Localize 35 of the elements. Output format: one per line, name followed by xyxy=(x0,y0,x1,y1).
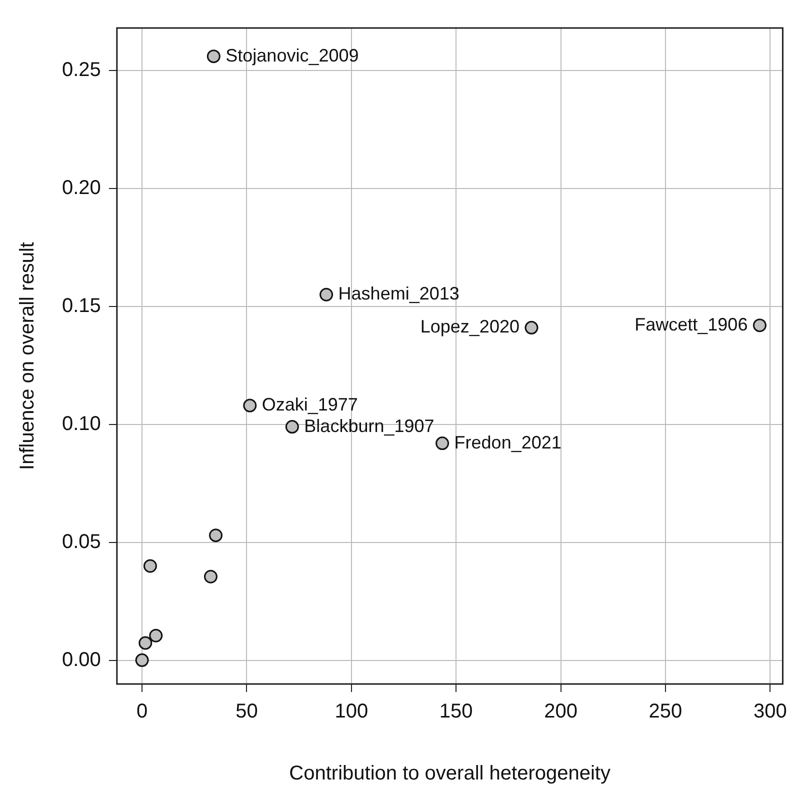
x-tick-label: 100 xyxy=(334,700,368,723)
point xyxy=(285,420,299,434)
annotation: Ozaki_1977 xyxy=(262,394,358,415)
y-tick-label: 0.15 xyxy=(62,294,101,317)
point xyxy=(204,570,218,584)
point xyxy=(135,653,149,667)
x-tick-label: 50 xyxy=(236,700,258,723)
point xyxy=(320,288,334,302)
annotation: Fawcett_1906 xyxy=(634,314,748,334)
point xyxy=(436,436,450,450)
point xyxy=(206,50,220,64)
point xyxy=(752,318,766,332)
x-axis-title: Contribution to overall heterogeneity xyxy=(289,762,610,785)
point xyxy=(524,320,538,334)
annotation: Fredon_2021 xyxy=(454,432,562,452)
x-tick-label: 0 xyxy=(136,700,148,723)
point xyxy=(209,528,222,542)
point xyxy=(143,559,157,573)
y-axis-title: Influence on overall result xyxy=(16,242,39,470)
point xyxy=(149,628,163,642)
y-tick-label: 0.05 xyxy=(62,530,101,553)
y-tick-label: 0.20 xyxy=(62,176,101,199)
annotation: Stojanovic_2009 xyxy=(226,45,359,66)
x-tick-label: 150 xyxy=(439,700,473,723)
x-tick-label: 200 xyxy=(544,700,578,723)
point xyxy=(243,398,257,412)
annotation: Lopez_2020 xyxy=(420,316,520,337)
annotation: Blackburn_1907 xyxy=(304,416,434,436)
x-tick-label: 250 xyxy=(648,700,682,723)
point xyxy=(138,636,152,650)
y-tick-label: 0.25 xyxy=(62,58,101,81)
y-tick-label: 0.00 xyxy=(62,648,101,671)
annotation: Hashemi_2013 xyxy=(338,284,460,304)
x-tick-label: 300 xyxy=(753,700,787,723)
y-tick-label: 0.10 xyxy=(62,412,101,435)
